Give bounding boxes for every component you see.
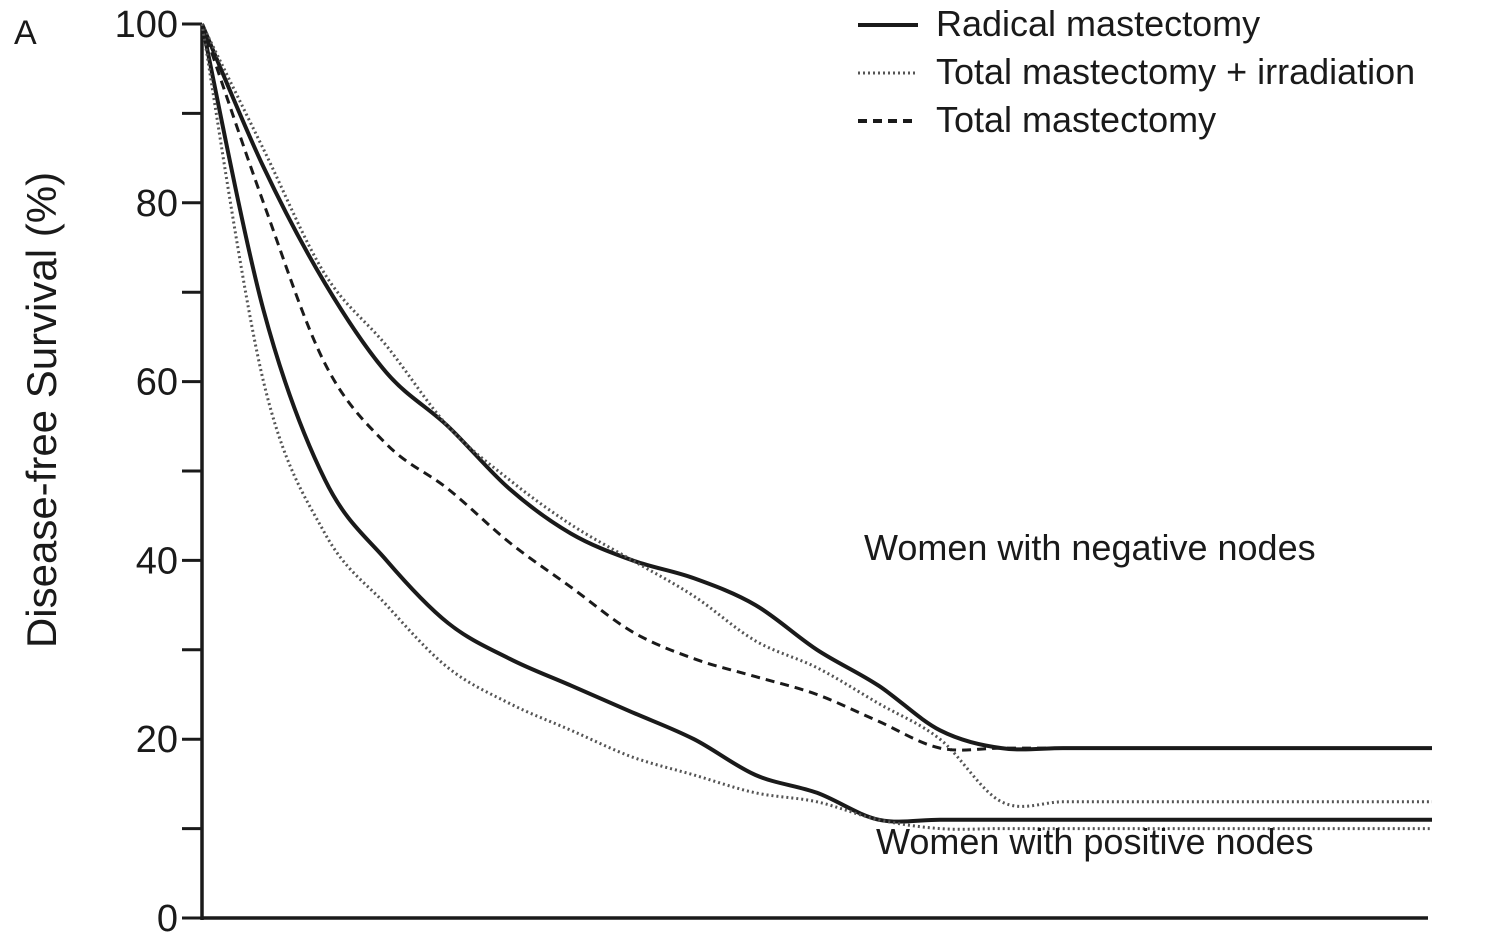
y-tick-label: 60 <box>136 362 178 404</box>
y-tick-label: 20 <box>136 719 178 761</box>
y-axis-label-group: Disease-free Survival (%) <box>18 172 65 648</box>
legend-item-total-irradiation: Total mastectomy + irradiation <box>858 51 1415 92</box>
legend-item-total: Total mastectomy <box>858 99 1216 140</box>
series-group <box>200 23 1432 831</box>
y-tick-label: 100 <box>115 4 178 46</box>
y-tick-label: 80 <box>136 183 178 225</box>
y-axis-label: Disease-free Survival (%) <box>18 172 65 648</box>
legend-label-total: Total mastectomy <box>936 99 1216 140</box>
annotation-negative-nodes: Women with negative nodes <box>864 527 1316 568</box>
series-line-negative-dotted <box>200 23 1432 808</box>
annotation-positive-nodes: Women with positive nodes <box>876 821 1314 862</box>
series-line-negative-dashed <box>200 23 1432 752</box>
y-tick-label: 40 <box>136 540 178 582</box>
series-line-positive-solid <box>200 23 1432 824</box>
legend-label-total-irradiation: Total mastectomy + irradiation <box>936 51 1415 92</box>
series-line-positive-dotted <box>200 23 1432 831</box>
panel-label: A <box>14 14 37 52</box>
y-ticks: 0 20 40 60 80 100 <box>115 4 202 936</box>
y-tick-label: 0 <box>157 898 178 936</box>
series-line-negative-solid <box>200 23 1432 752</box>
legend-label-radical: Radical mastectomy <box>936 3 1260 44</box>
legend: Radical mastectomy Total mastectomy + ir… <box>858 3 1415 140</box>
legend-item-radical: Radical mastectomy <box>858 3 1260 44</box>
